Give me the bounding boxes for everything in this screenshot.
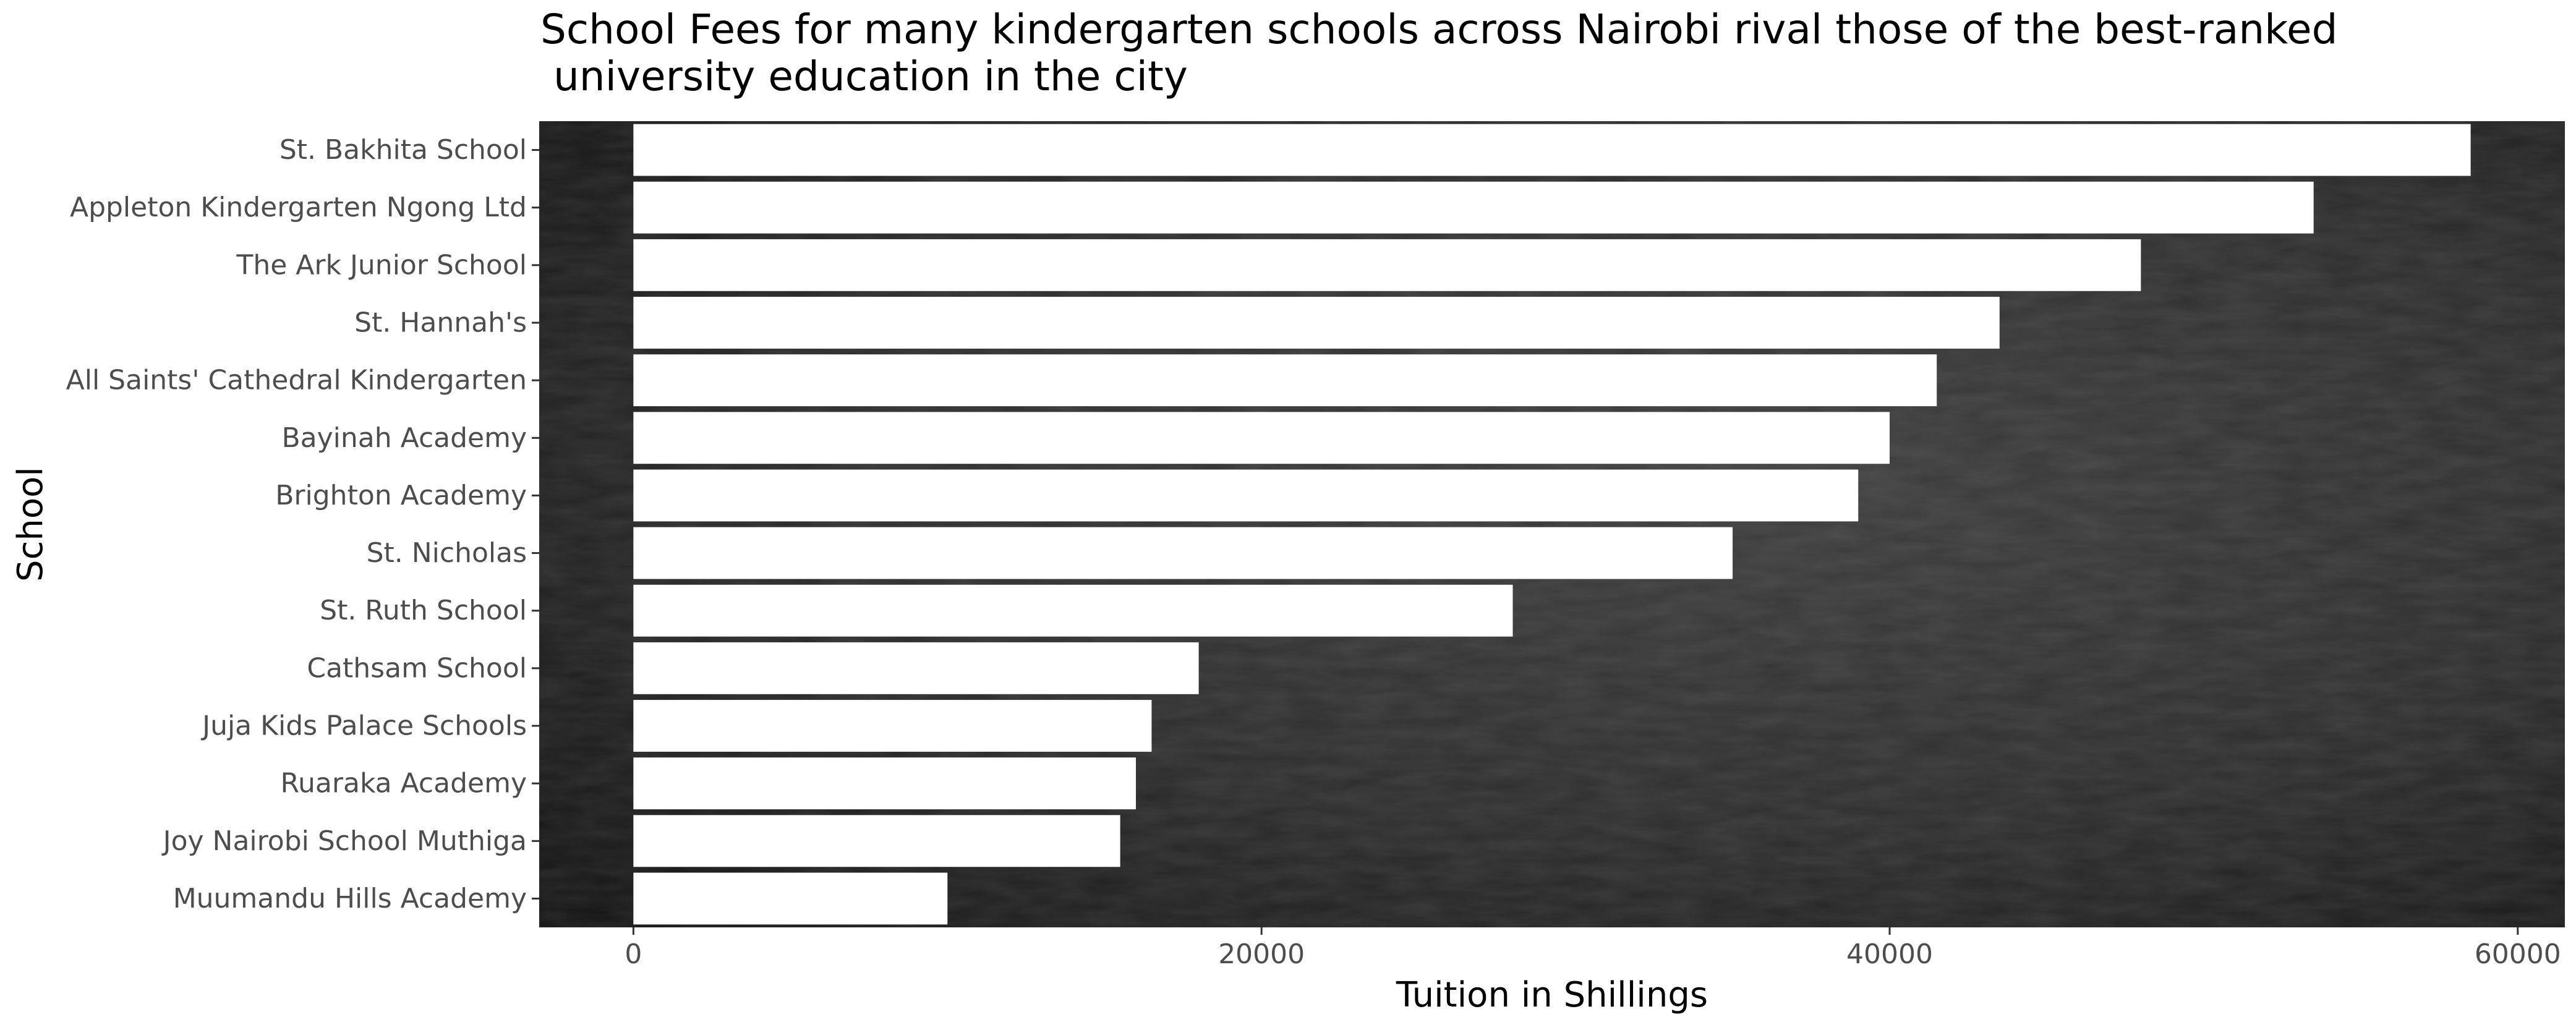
x-tick-label: 0 — [625, 938, 642, 970]
y-tick-label: All Saints' Cathedral Kindergarten — [66, 365, 527, 396]
bar — [633, 469, 1859, 522]
y-tick-label: Brighton Academy — [275, 480, 527, 511]
y-tick-label: The Ark Junior School — [236, 249, 527, 281]
bar — [633, 700, 1152, 752]
y-tick-label: St. Hannah's — [354, 307, 527, 339]
bars — [633, 124, 2471, 925]
y-tick-label: Ruaraka Academy — [280, 768, 527, 799]
y-tick-label: Appleton Kindergarten Ngong Ltd — [70, 192, 527, 223]
bar — [633, 872, 948, 925]
y-tick-label: St. Bakhita School — [279, 134, 527, 166]
y-tick-label: Juja Kids Palace Schools — [200, 710, 527, 742]
y-axis-title: School — [11, 467, 51, 582]
x-axis-title: Tuition in Shillings — [1396, 975, 1708, 1015]
y-axis: St. Bakhita School Appleton Kindergarten … — [66, 134, 539, 914]
bar — [633, 757, 1137, 810]
bar — [633, 354, 1937, 407]
bar — [633, 642, 1199, 694]
chart-title-line: university education in the city — [540, 53, 1188, 100]
bar — [633, 584, 1513, 637]
x-tick-label: 60000 — [2475, 938, 2561, 970]
bar — [633, 239, 2141, 291]
x-tick-label: 40000 — [1846, 938, 1933, 970]
y-tick-label: Joy Nairobi School Muthiga — [161, 825, 527, 857]
chart-title-line: School Fees for many kindergarten school… — [540, 6, 2338, 53]
y-tick-label: Muumandu Hills Academy — [173, 883, 527, 914]
chart-title: School Fees for many kindergarten school… — [540, 6, 2338, 100]
bar — [633, 297, 2000, 349]
y-tick-label: St. Nicholas — [367, 537, 527, 569]
bar — [633, 124, 2471, 176]
y-tick-label: Bayinah Academy — [281, 422, 527, 454]
y-tick-label: St. Ruth School — [320, 595, 527, 626]
y-tick-label: Cathsam School — [307, 652, 527, 684]
bar — [633, 412, 1890, 464]
bar — [633, 527, 1733, 579]
bar — [633, 181, 2314, 234]
x-axis: 0 20000 40000 60000 — [625, 927, 2561, 970]
x-tick-label: 20000 — [1218, 938, 1305, 970]
bar — [633, 815, 1120, 867]
